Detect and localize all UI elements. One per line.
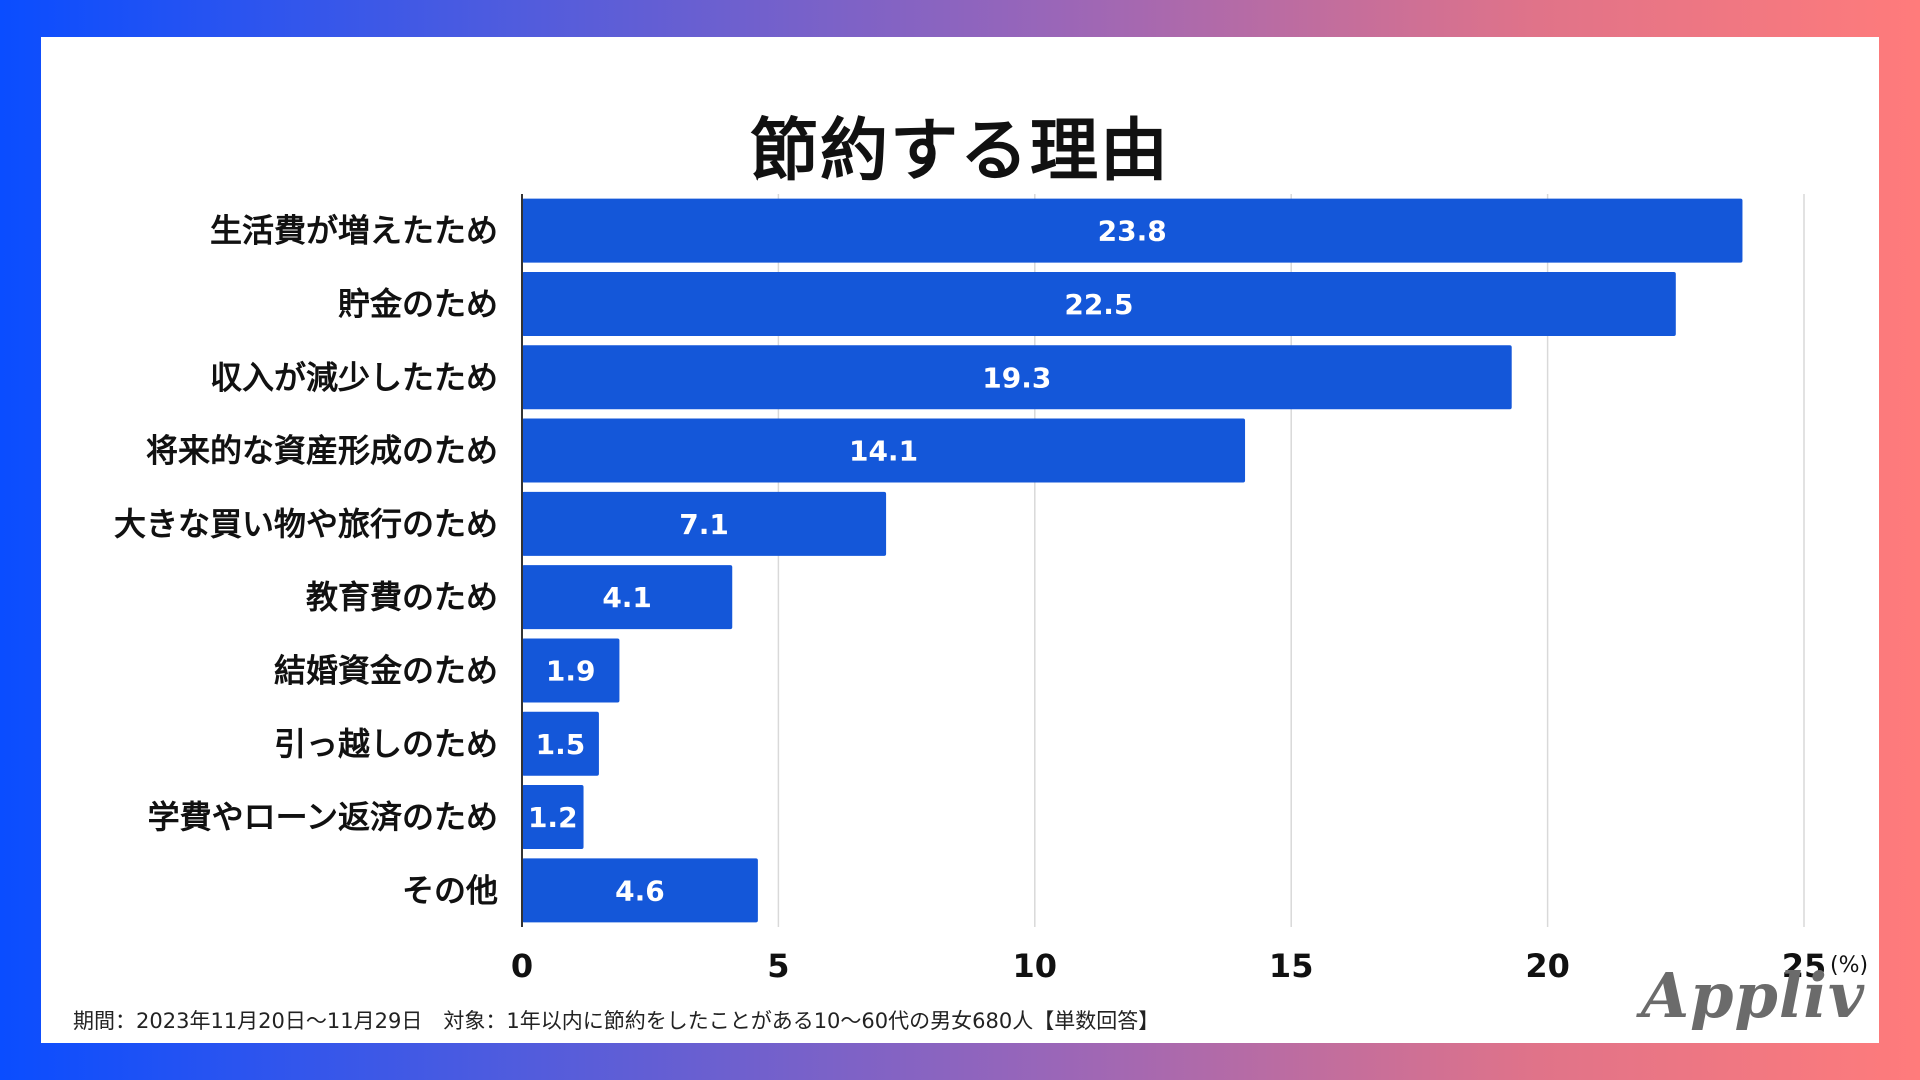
bar-value-label-7: 1.9 <box>546 654 596 687</box>
bar-8 <box>522 711 599 776</box>
bar-3 <box>522 345 1512 410</box>
bar-value-label-4: 14.1 <box>849 435 918 468</box>
bar-chart: 23.8 生活費が増えたため 22.5 貯金のため 19.3 収入が減少したため 14.1 将… <box>114 194 1868 985</box>
category-label-1: 生活費が増えたため <box>210 212 498 250</box>
bar-value-label-8: 1.5 <box>536 728 586 761</box>
bar-value-label-9: 1.2 <box>528 801 578 834</box>
bar-value-label-3: 19.3 <box>982 361 1051 394</box>
x-tick-label-25: 25 <box>1782 947 1827 985</box>
x-tick-label-10: 10 <box>1013 947 1058 985</box>
brand-logo: Appliv <box>1641 959 1865 1032</box>
unit-label: (%) <box>1830 953 1868 978</box>
bar-4 <box>522 418 1246 483</box>
bar-5 <box>522 491 887 556</box>
category-label-9: 学費やローン返済のため <box>148 798 498 836</box>
bar-9 <box>522 785 584 850</box>
category-label-10: その他 <box>402 871 498 909</box>
bar-7 <box>522 638 620 703</box>
bar-value-label-1: 23.8 <box>1098 215 1167 248</box>
bar-value-label-10: 4.6 <box>615 874 665 907</box>
category-label-7: 結婚資金のため <box>274 651 498 689</box>
bar-value-label-6: 4.1 <box>602 581 652 614</box>
category-label-4: 将来的な資産形成のため <box>146 432 498 470</box>
footnote: 期間：2023年11月20日〜11月29日 対象：1年以内に節約をしたことがある… <box>73 1009 1160 1033</box>
bar-2 <box>522 271 1676 336</box>
chart-card: 節約する理由 23.8 生活費が増えたため 22.5 貯金のため 19.3 収入が減少した… <box>41 37 1879 1043</box>
x-tick-label-20: 20 <box>1525 947 1570 985</box>
x-tick-label-15: 15 <box>1269 947 1314 985</box>
bar-10 <box>522 858 758 923</box>
bar-6 <box>522 565 733 630</box>
bar-1 <box>522 198 1743 263</box>
chart-title: 節約する理由 <box>749 112 1170 191</box>
x-tick-label-0: 0 <box>511 947 533 985</box>
bar-value-label-2: 22.5 <box>1064 288 1133 321</box>
category-label-6: 教育費のため <box>306 578 498 616</box>
category-label-2: 貯金のため <box>338 285 498 323</box>
category-label-3: 収入が減少したため <box>210 358 498 396</box>
category-label-8: 引っ越しのため <box>274 725 498 763</box>
x-tick-label-5: 5 <box>767 947 789 985</box>
category-label-5: 大きな買い物や旅行のため <box>114 505 498 543</box>
bar-value-label-5: 7.1 <box>679 508 729 541</box>
